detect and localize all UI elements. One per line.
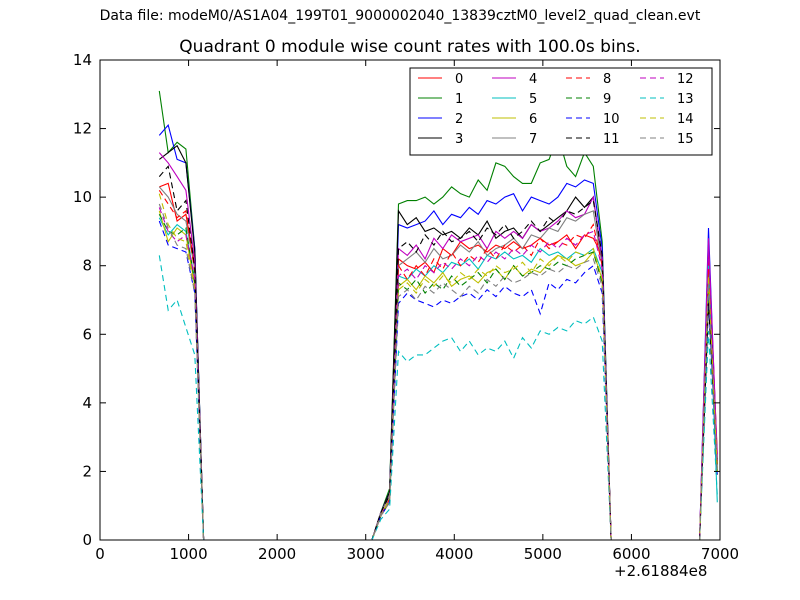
y-tick-label: 12 bbox=[73, 120, 92, 138]
legend-label-2: 2 bbox=[455, 112, 463, 127]
y-tick-label: 14 bbox=[73, 51, 92, 69]
x-tick-label: 3000 bbox=[347, 545, 385, 563]
legend-label-13: 13 bbox=[677, 92, 694, 107]
legend-box bbox=[409, 67, 713, 156]
x-tick-label: 5000 bbox=[524, 545, 562, 563]
series-lines bbox=[158, 90, 718, 541]
y-tick-label: 0 bbox=[82, 531, 92, 549]
series-line-12 bbox=[158, 207, 718, 541]
legend-label-10: 10 bbox=[603, 112, 620, 127]
chart-title: Quadrant 0 module wise count rates with … bbox=[179, 37, 641, 57]
series-line-0 bbox=[159, 182, 718, 541]
series-line-5 bbox=[158, 217, 718, 541]
series-line-3 bbox=[158, 144, 718, 541]
x-tick-label: 2000 bbox=[258, 545, 296, 563]
legend-label-6: 6 bbox=[529, 112, 537, 127]
y-tick-label: 4 bbox=[82, 394, 92, 412]
legend-label-12: 12 bbox=[677, 72, 694, 87]
series-line-4 bbox=[158, 152, 718, 541]
x-tick-label: 1000 bbox=[169, 545, 207, 563]
legend-label-15: 15 bbox=[677, 132, 694, 147]
legend-label-7: 7 bbox=[529, 132, 537, 147]
series-line-13 bbox=[158, 255, 718, 541]
y-tick-label: 6 bbox=[82, 325, 92, 343]
x-tick-label: 4000 bbox=[435, 545, 473, 563]
x-tick-label: 0 bbox=[95, 545, 105, 563]
series-line-2 bbox=[158, 123, 718, 541]
legend-label-4: 4 bbox=[529, 72, 537, 87]
legend-label-11: 11 bbox=[603, 132, 620, 147]
y-tick-label: 8 bbox=[82, 257, 92, 275]
legend-label-3: 3 bbox=[455, 132, 463, 147]
series-line-15 bbox=[158, 203, 718, 541]
series-line-1 bbox=[158, 90, 718, 541]
y-tick-label: 2 bbox=[82, 462, 92, 480]
plot-area-frame bbox=[99, 59, 721, 541]
legend-label-5: 5 bbox=[529, 92, 537, 107]
x-axis-offset-label: +2.61884e8 bbox=[614, 562, 708, 580]
legend-label-14: 14 bbox=[677, 112, 694, 127]
legend-label-8: 8 bbox=[603, 72, 611, 87]
series-line-14 bbox=[158, 193, 718, 541]
series-line-11 bbox=[158, 165, 718, 541]
figure-suptitle: Data file: modeM0/AS1A04_199T01_90000020… bbox=[99, 8, 701, 24]
legend-label-1: 1 bbox=[455, 92, 463, 107]
legend-label-9: 9 bbox=[603, 92, 611, 107]
legend-label-0: 0 bbox=[455, 72, 463, 87]
series-line-7 bbox=[158, 186, 718, 541]
y-tick-label: 10 bbox=[73, 188, 92, 206]
x-tick-label: 7000 bbox=[701, 545, 739, 563]
x-tick-label: 6000 bbox=[612, 545, 650, 563]
